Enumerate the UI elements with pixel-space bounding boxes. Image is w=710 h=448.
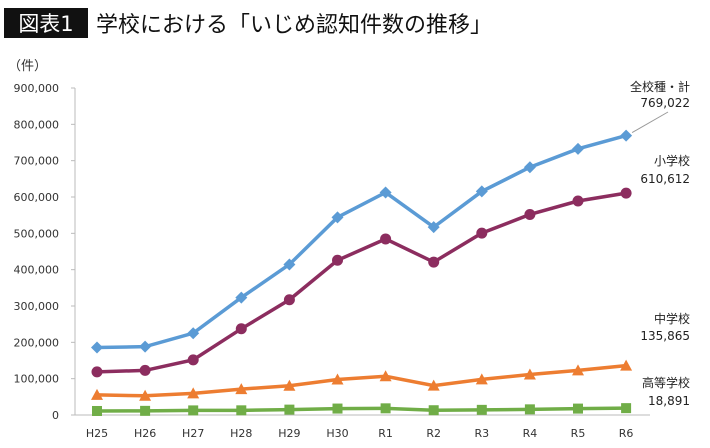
title-badge: 図表1	[18, 12, 73, 36]
data-point	[91, 341, 103, 354]
data-point	[236, 405, 247, 416]
data-point	[428, 256, 440, 268]
data-point	[332, 254, 343, 266]
data-point	[283, 379, 296, 391]
series-line	[96, 363, 627, 398]
data-point	[188, 405, 199, 416]
series-name-label: 全校種・計	[630, 79, 690, 94]
data-point	[379, 186, 392, 199]
data-point	[621, 403, 632, 414]
y-axis-unit: （件）	[8, 59, 47, 74]
x-tick-label: R6	[619, 427, 634, 440]
x-tick-label: H25	[86, 427, 108, 440]
x-tick-label: R3	[474, 427, 489, 440]
leader-line	[631, 111, 669, 134]
series-value-label: 135,865	[640, 329, 690, 343]
data-point	[380, 233, 392, 245]
data-point	[91, 388, 103, 400]
data-point	[331, 373, 344, 385]
series-name-label: 高等学校	[642, 375, 690, 390]
series-value-label: 610,612	[640, 172, 690, 186]
y-tick-label: 500,000	[14, 227, 60, 240]
y-tick-label: 700,000	[14, 155, 60, 168]
y-tick-label: 600,000	[14, 191, 60, 204]
x-tick-label: H28	[230, 427, 252, 440]
data-point	[572, 195, 584, 207]
data-point	[573, 403, 583, 414]
data-point	[235, 323, 247, 335]
y-tick-label: 900,000	[14, 82, 60, 95]
data-point	[187, 387, 200, 399]
data-point	[475, 373, 488, 385]
data-point	[235, 383, 248, 395]
data-point	[187, 327, 200, 340]
y-tick-label: 300,000	[14, 300, 60, 313]
series-line	[96, 191, 627, 374]
chart-title: 学校における「いじめ認知件数の推移」	[96, 13, 492, 38]
y-tick-label: 400,000	[14, 264, 60, 277]
x-tick-label: R4	[523, 427, 538, 440]
series-value-label: 18,891	[648, 394, 690, 408]
data-point	[284, 404, 295, 415]
y-tick-label: 0	[52, 409, 59, 422]
data-point	[235, 291, 248, 304]
x-tick-label: H26	[134, 427, 156, 440]
data-point	[139, 389, 152, 401]
series-line	[96, 406, 627, 413]
data-point	[283, 258, 296, 271]
data-point	[620, 187, 632, 199]
data-point	[187, 354, 199, 366]
data-point	[379, 370, 392, 382]
x-tick-label: H29	[278, 427, 300, 440]
data-point	[427, 379, 440, 391]
series-name-label: 中学校	[654, 311, 690, 326]
data-point	[572, 142, 584, 155]
y-tick-label: 800,000	[14, 118, 60, 131]
data-point	[91, 366, 103, 378]
data-point	[572, 364, 584, 376]
data-point	[428, 405, 439, 416]
series-line	[96, 133, 627, 350]
data-point	[380, 403, 391, 414]
x-tick-label: H30	[326, 427, 348, 440]
data-point	[92, 405, 102, 416]
data-point	[139, 340, 152, 353]
y-tick-label: 200,000	[14, 336, 60, 349]
data-point	[139, 364, 151, 376]
x-tick-label: H27	[182, 427, 204, 440]
x-tick-label: R2	[426, 427, 441, 440]
data-point	[523, 368, 536, 380]
title-badge-bg	[4, 8, 88, 38]
data-point	[140, 405, 151, 416]
x-tick-label: R5	[571, 427, 586, 440]
x-tick-label: R1	[378, 427, 393, 440]
y-tick-label: 100,000	[14, 373, 60, 386]
series-name-label: 小学校	[654, 153, 690, 168]
data-point	[283, 294, 295, 306]
series-value-label: 769,022	[640, 96, 690, 110]
data-point	[523, 161, 536, 174]
data-point	[476, 227, 488, 239]
data-point	[427, 221, 440, 234]
data-point	[331, 211, 344, 224]
data-point	[476, 404, 487, 415]
data-point	[475, 185, 488, 198]
data-point	[620, 359, 633, 371]
data-point	[524, 208, 536, 220]
data-point	[524, 404, 535, 415]
data-point	[620, 129, 633, 142]
data-point	[332, 403, 343, 414]
